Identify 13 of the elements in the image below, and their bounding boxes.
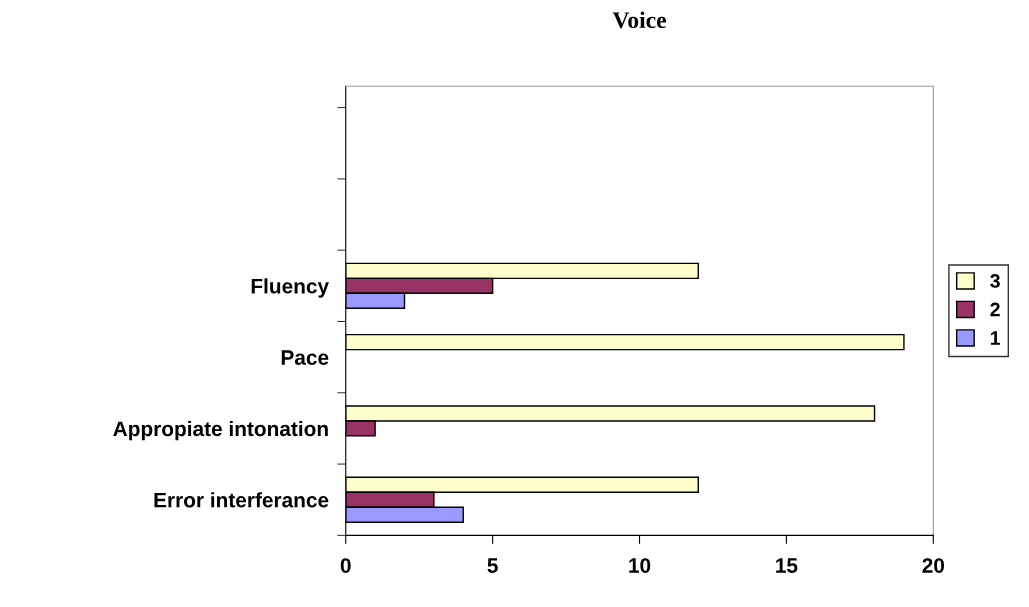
legend-label: 3 xyxy=(990,274,1000,288)
x-tick-label: 5 xyxy=(487,558,498,573)
y-tick-label: Pace xyxy=(281,350,329,365)
legend-label: 1 xyxy=(990,331,1001,345)
x-tick-label: 20 xyxy=(922,558,945,573)
y-tick-label: Error interferance xyxy=(154,492,329,508)
legend-label: 2 xyxy=(990,302,1000,317)
x-tick-label: 10 xyxy=(629,558,651,573)
x-tick-label: 15 xyxy=(776,558,798,573)
x-tick-label: 0 xyxy=(340,558,351,573)
y-tick-label: Fluency xyxy=(251,278,329,298)
y-tick-label: Appropiate intonation xyxy=(113,420,328,441)
chart-title: Voice xyxy=(612,11,667,29)
